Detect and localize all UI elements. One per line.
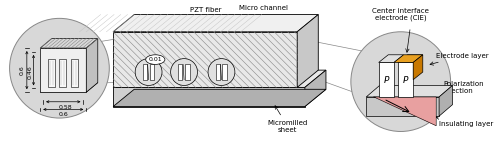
Polygon shape [216, 64, 220, 80]
Text: Center interface
electrode (CIE): Center interface electrode (CIE) [372, 8, 429, 21]
Text: Polarization
direction: Polarization direction [443, 81, 484, 94]
Text: 0.6: 0.6 [20, 65, 24, 75]
Polygon shape [305, 70, 326, 107]
Polygon shape [398, 55, 423, 62]
Ellipse shape [146, 55, 165, 64]
Text: Electrode layer: Electrode layer [430, 53, 489, 65]
Polygon shape [143, 64, 146, 80]
Polygon shape [185, 64, 190, 80]
Polygon shape [40, 48, 86, 92]
Polygon shape [113, 14, 318, 32]
Circle shape [208, 59, 235, 85]
Polygon shape [86, 39, 98, 92]
Text: Micro channel: Micro channel [236, 5, 288, 55]
Polygon shape [178, 64, 182, 80]
Text: Micromilled
sheet: Micromilled sheet [268, 106, 308, 133]
Text: 0.58: 0.58 [58, 105, 72, 110]
Text: Insulating layer: Insulating layer [436, 116, 494, 127]
Polygon shape [48, 59, 54, 87]
Polygon shape [40, 83, 98, 92]
Polygon shape [374, 97, 436, 126]
Polygon shape [366, 97, 439, 116]
Text: 0.46: 0.46 [27, 65, 32, 79]
Polygon shape [113, 87, 305, 107]
Text: Assembly
gap: Assembly gap [116, 30, 149, 63]
Circle shape [170, 59, 198, 85]
Text: PZT fiber: PZT fiber [190, 7, 222, 38]
Polygon shape [113, 70, 326, 87]
Polygon shape [297, 14, 318, 87]
Circle shape [351, 32, 450, 132]
Polygon shape [439, 85, 452, 116]
Text: 0.01: 0.01 [148, 57, 162, 62]
Circle shape [135, 59, 162, 85]
Text: P: P [403, 76, 408, 85]
Polygon shape [378, 55, 404, 62]
Polygon shape [398, 62, 413, 97]
Polygon shape [413, 55, 423, 80]
Text: 0.6: 0.6 [58, 112, 68, 117]
Polygon shape [71, 59, 78, 87]
Polygon shape [40, 39, 98, 48]
Polygon shape [366, 85, 452, 97]
Polygon shape [113, 89, 326, 107]
Polygon shape [222, 64, 227, 80]
Polygon shape [378, 62, 394, 97]
Polygon shape [113, 32, 297, 87]
Polygon shape [150, 64, 154, 80]
Polygon shape [60, 59, 66, 87]
Circle shape [10, 18, 110, 118]
Text: P: P [384, 76, 389, 85]
Polygon shape [394, 55, 423, 62]
